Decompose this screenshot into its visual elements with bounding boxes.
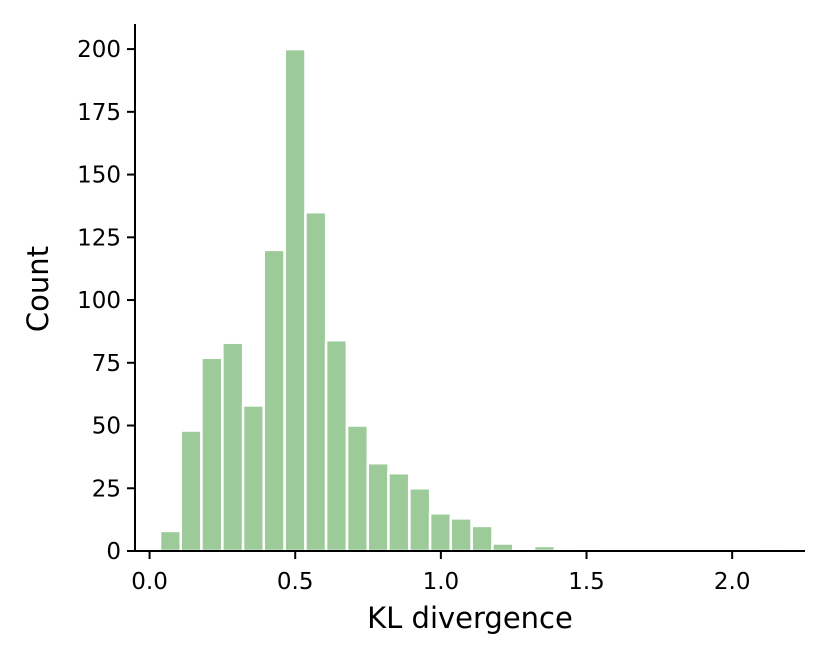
x-tick-label: 0.5 [277,569,314,595]
histogram-bar [449,517,473,553]
y-tick-label: 175 [77,100,121,126]
y-axis-ticks: 0 25 50 75 100 125 150 175 200 [77,37,135,565]
histogram-bar [470,524,494,553]
x-tick-label: 0.0 [131,569,168,595]
histogram-bar [221,341,245,553]
x-axis-ticks: 0.0 0.5 1.0 1.5 2.0 [131,551,750,595]
histogram-bar [324,338,349,553]
histogram-bar [262,248,286,553]
histogram-bar [283,47,307,553]
histogram-bar [179,429,203,553]
y-tick-label: 50 [92,414,121,440]
histogram-bar [408,487,432,553]
histogram-bar [241,404,266,553]
histogram-bars [158,47,785,553]
y-tick-label: 0 [106,539,121,565]
histogram-bar [366,461,390,553]
y-tick-label: 150 [77,163,121,189]
y-tick-label: 200 [77,37,121,63]
x-tick-label: 1.0 [423,569,460,595]
x-tick-label: 2.0 [714,569,751,595]
y-tick-label: 100 [77,288,121,314]
histogram-bar [304,210,328,553]
histogram-bar [428,512,453,553]
histogram-bar [387,471,411,553]
y-axis-title: Count [21,246,55,332]
histogram-bar [158,529,183,553]
x-axis-title: KL divergence [367,601,573,635]
x-tick-label: 1.5 [568,569,605,595]
y-tick-label: 25 [92,476,121,502]
y-tick-label: 125 [77,225,121,251]
histogram-bar [345,424,370,553]
histogram-bar [200,356,224,553]
y-tick-label: 75 [92,351,121,377]
histogram-bar [491,542,515,553]
